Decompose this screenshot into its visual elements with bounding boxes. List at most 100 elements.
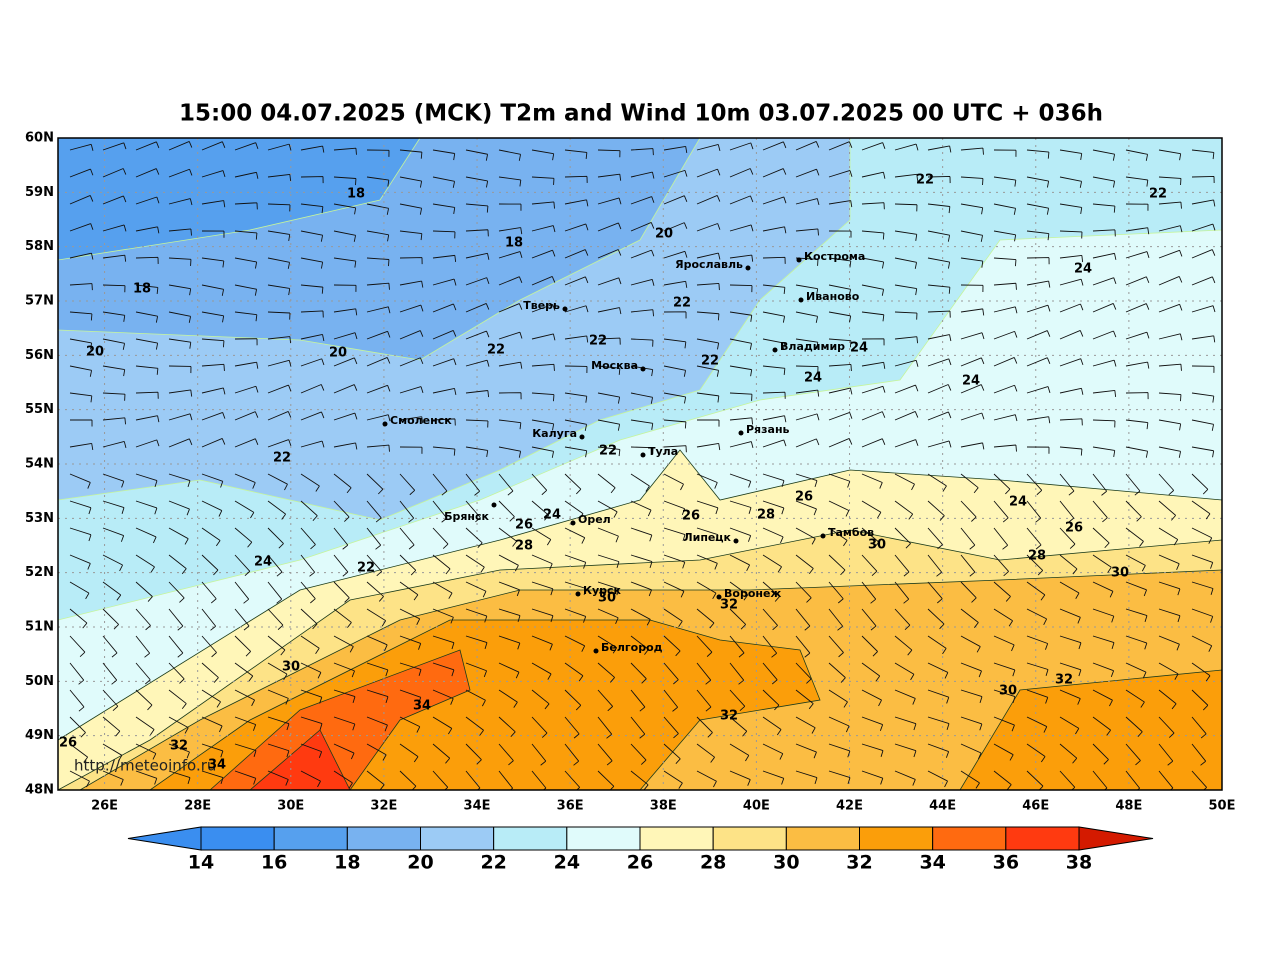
wind-barb	[135, 689, 153, 711]
wind-barb	[597, 337, 621, 345]
wind-barb	[696, 500, 719, 515]
city-dot	[491, 502, 497, 508]
wind-barb	[234, 311, 258, 322]
wind-barb	[1191, 500, 1211, 520]
wind-barb	[102, 500, 125, 514]
wind-barb	[135, 716, 155, 736]
wind-barb	[993, 357, 1018, 367]
wind-barb	[597, 222, 622, 232]
wind-barb	[1191, 581, 1214, 595]
lat-label: 56N	[25, 348, 54, 363]
wind-barb	[102, 168, 127, 178]
contour-label: 30	[999, 684, 1017, 699]
wind-barb	[894, 411, 919, 421]
colorbar-segment	[712, 826, 787, 851]
wind-barb	[399, 635, 422, 650]
wind-barb	[399, 581, 419, 601]
wind-barb	[234, 438, 259, 448]
wind-barb	[795, 141, 820, 151]
wind-barb	[1092, 229, 1116, 237]
wind-barb	[696, 743, 715, 763]
wind-barb	[1158, 276, 1183, 286]
wind-barb	[234, 608, 250, 631]
wind-barb	[1191, 249, 1216, 259]
wind-barb	[861, 284, 885, 296]
wind-barb	[1125, 473, 1141, 496]
wind-barb	[333, 308, 358, 316]
wind-barb	[597, 365, 621, 375]
lon-label: 36E	[557, 799, 584, 814]
wind-barb	[1158, 635, 1180, 651]
wind-barb	[894, 662, 915, 681]
wind-barb	[366, 306, 391, 314]
wind-barb	[663, 311, 687, 319]
colorbar-segment	[1005, 826, 1080, 851]
wind-barb	[333, 770, 353, 789]
wind-barb	[201, 473, 224, 488]
wind-barb	[531, 276, 556, 286]
wind-barb	[399, 357, 424, 367]
wind-barb	[399, 176, 423, 188]
wind-barb	[135, 226, 160, 234]
wind-barb	[399, 304, 424, 313]
wind-barb	[366, 743, 387, 761]
city-dot	[716, 594, 722, 600]
wind-barb	[795, 284, 819, 296]
wind-barb	[267, 662, 288, 681]
wind-barb	[102, 284, 126, 293]
wind-barb	[333, 412, 358, 421]
wind-barb	[366, 770, 385, 790]
wind-barb	[1191, 276, 1216, 286]
wind-barb	[1191, 149, 1215, 160]
lat-label: 50N	[25, 674, 54, 689]
wind-barb	[234, 361, 259, 369]
wind-barb	[1158, 716, 1175, 738]
wind-barb	[102, 142, 127, 151]
wind-barb	[597, 392, 621, 404]
wind-barb	[663, 689, 679, 712]
wind-barb	[861, 635, 878, 657]
wind-barb	[465, 689, 486, 707]
wind-barb	[201, 716, 223, 733]
wind-barb	[894, 230, 918, 241]
wind-barb	[498, 392, 522, 400]
wind-barb	[597, 249, 622, 259]
wind-barb	[399, 689, 422, 704]
wind-barb	[894, 770, 916, 786]
wind-barb	[102, 662, 118, 685]
wind-barb	[630, 608, 651, 626]
lat-label: 51N	[25, 620, 54, 635]
wind-barb	[597, 500, 618, 518]
wind-barb	[696, 195, 721, 205]
wind-barb	[300, 384, 325, 394]
wind-barb	[630, 278, 655, 286]
wind-barb	[993, 330, 1018, 340]
wind-barb	[861, 608, 877, 631]
wind-barb	[399, 416, 424, 424]
wind-barb	[201, 581, 217, 604]
contour-label: 20	[329, 346, 347, 361]
lon-label: 40E	[743, 799, 770, 814]
wind-barb	[564, 175, 588, 183]
wind-barb	[927, 635, 947, 655]
contour-label: 24	[804, 371, 822, 386]
wind-barb	[762, 473, 785, 488]
wind-barb	[465, 252, 490, 260]
wind-barb	[300, 635, 320, 655]
contour-label: 34	[208, 758, 226, 773]
wind-barb	[267, 311, 291, 320]
wind-barb	[399, 330, 424, 340]
wind-barb	[1158, 176, 1182, 186]
contour-label: 26	[1065, 521, 1083, 536]
wind-barb	[201, 363, 225, 371]
wind-barb	[960, 442, 985, 450]
wind-barb	[993, 230, 1017, 242]
wind-barb	[927, 310, 951, 318]
city-dot	[382, 421, 388, 427]
wind-barb	[960, 581, 977, 603]
watermark: http://meteoinfo.ru	[74, 757, 216, 775]
wind-barb	[795, 338, 819, 349]
wind-barb	[201, 170, 226, 178]
wind-barb	[333, 203, 357, 215]
wind-barb	[102, 473, 125, 488]
